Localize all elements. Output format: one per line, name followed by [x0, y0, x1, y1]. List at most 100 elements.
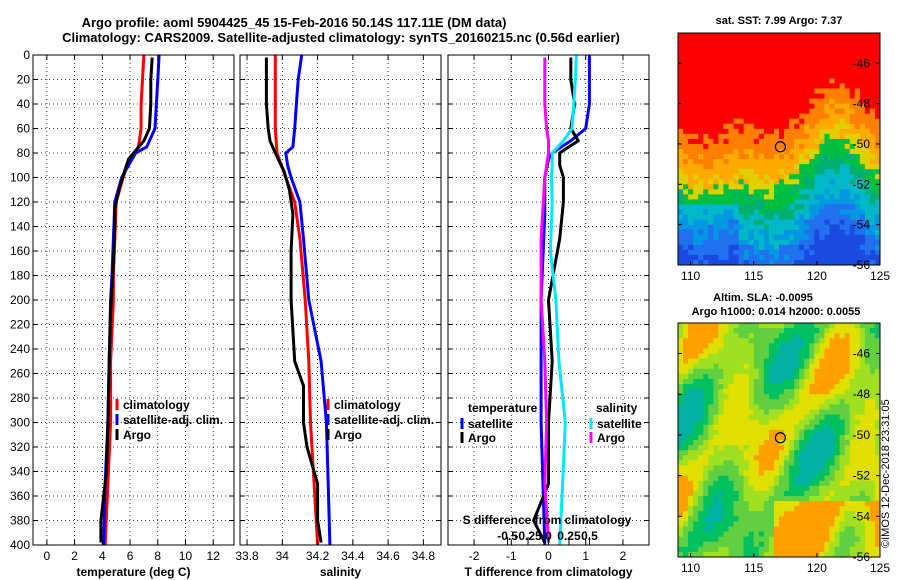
map-cell: [859, 133, 866, 140]
map-cell: [794, 328, 800, 334]
map-cell: [874, 143, 881, 150]
map-cell: [678, 108, 684, 115]
map-cell: [829, 389, 835, 395]
map-cell: [773, 358, 780, 365]
map-cell: [874, 363, 881, 370]
map-cell: [728, 501, 734, 507]
map-cell: [849, 541, 856, 548]
map-cell: [768, 88, 775, 94]
map-cell: [854, 414, 861, 421]
map-cell: [678, 48, 684, 54]
map-cell: [874, 154, 881, 160]
map-cell: [723, 363, 729, 370]
map-cell: [718, 164, 724, 170]
map-cell: [799, 204, 805, 210]
map-cell: [779, 194, 785, 200]
map-cell: [728, 189, 734, 195]
map-cell: [804, 348, 810, 354]
map-cell: [758, 460, 765, 466]
map-cell: [688, 429, 694, 436]
map-cell: [824, 174, 830, 180]
map-cell: [703, 78, 709, 84]
map-cell: [864, 164, 871, 170]
map-cell: [794, 394, 800, 400]
map-cell: [799, 169, 805, 175]
map-cell: [708, 214, 714, 221]
map-cell: [849, 424, 856, 431]
map-cell: [824, 551, 830, 558]
map-cell: [758, 249, 765, 256]
map-cell: [733, 333, 739, 339]
map-cell: [728, 384, 734, 390]
map-cell: [844, 399, 851, 405]
map-cell: [763, 389, 770, 395]
map-cell: [844, 63, 851, 69]
map-cell: [809, 33, 815, 39]
map-cell: [743, 143, 750, 150]
map-cell: [713, 68, 719, 74]
map-cell: [799, 521, 805, 527]
map-cell: [854, 123, 861, 130]
map-cell: [728, 450, 734, 456]
map-cell: [814, 73, 820, 79]
map-cell: [768, 440, 775, 446]
map-cell: [799, 475, 805, 482]
map-cell: [753, 88, 760, 94]
map-cell: [693, 259, 699, 266]
map-cell: [819, 78, 825, 84]
map-cell: [794, 244, 800, 251]
map-cell: [869, 184, 876, 190]
map-cell: [773, 249, 780, 256]
map-cell: [693, 103, 699, 110]
map-cell: [849, 38, 856, 44]
map-cell: [743, 445, 750, 451]
map-cell: [733, 224, 739, 231]
map-cell: [708, 143, 714, 150]
map-cell: [713, 419, 719, 426]
map-cell: [874, 189, 881, 195]
map-cell: [809, 239, 815, 246]
map-cell: [784, 541, 790, 548]
map-cell: [753, 133, 760, 140]
map-cell: [869, 118, 876, 125]
map-cell: [784, 404, 790, 410]
map-cell: [874, 531, 881, 538]
map-cell: [864, 53, 871, 59]
map-cell: [683, 38, 689, 44]
map-cell: [809, 323, 815, 329]
map-cell: [789, 531, 795, 538]
map-cell: [718, 189, 724, 195]
map-cell: [733, 63, 739, 69]
map-cell: [713, 53, 719, 59]
map-cell: [819, 323, 825, 329]
map-cell: [854, 440, 861, 446]
map-cell: [859, 475, 866, 482]
map-cell: [763, 531, 770, 538]
map-cell: [768, 184, 775, 190]
map-cell: [779, 159, 785, 165]
map-cell: [779, 43, 785, 49]
map-cell: [768, 470, 775, 477]
map-cell: [794, 204, 800, 210]
map-cell: [758, 424, 765, 431]
map-cell: [824, 333, 830, 339]
map-cell: [809, 118, 815, 125]
map-cell: [784, 414, 790, 421]
map-cell: [844, 485, 851, 492]
map-cell: [703, 174, 709, 180]
map-cell: [763, 551, 770, 558]
map-cell: [748, 179, 755, 185]
map-cell: [784, 450, 790, 456]
map-cell: [849, 409, 856, 415]
map-cell: [703, 465, 709, 471]
map-cell: [743, 83, 750, 89]
map-cell: [693, 128, 699, 135]
map-cell: [763, 333, 770, 339]
map-cell: [849, 149, 856, 155]
map-cell: [763, 399, 770, 405]
map-cell: [713, 159, 719, 165]
map-cell: [698, 174, 704, 180]
map-cell: [794, 189, 800, 195]
map-cell: [799, 159, 805, 165]
map-cell: [834, 328, 840, 334]
